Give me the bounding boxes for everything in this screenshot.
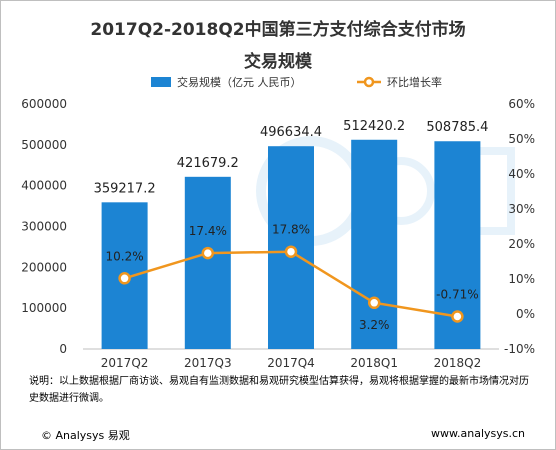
y-left-tick-label: 400000 <box>21 179 67 193</box>
x-tick-label: 2018Q2 <box>434 356 482 370</box>
x-tick-label: 2018Q1 <box>350 356 398 370</box>
y-right-tick-label: 30% <box>508 202 535 216</box>
chart-title: 2017Q2-2018Q2中国第三方支付综合支付市场 <box>90 20 466 40</box>
y-left-tick-label: 500000 <box>21 138 67 152</box>
growth-point <box>118 272 131 285</box>
bar <box>351 139 398 349</box>
y-right-tick-label: -10% <box>504 342 535 356</box>
y-right-tick-label: 0% <box>516 307 535 321</box>
x-tick-label: 2017Q3 <box>184 356 232 370</box>
footer-site: www.analysys.cn <box>431 427 525 440</box>
bar-value-label: 508785.4 <box>426 120 488 135</box>
growth-point <box>451 310 464 323</box>
legend-line-marker <box>363 76 375 88</box>
bar-value-label: 512420.2 <box>343 119 405 134</box>
chart-note: 说明：以上数据根据厂商访谈、易观自有监测数据和易观研究模型估算获得，易观将根据掌… <box>29 376 529 404</box>
bar <box>184 176 231 349</box>
y-right-tick-label: 60% <box>508 97 535 111</box>
growth-value-label: -0.71% <box>436 287 478 301</box>
y-right-tick-label: 50% <box>508 132 535 146</box>
bar-value-label: 421679.2 <box>177 156 239 171</box>
legend-line-label: 环比增长率 <box>387 75 442 89</box>
y-right-tick-label: 20% <box>508 237 535 251</box>
legend: 交易规模（亿元 人民币） 环比增长率 <box>151 75 442 89</box>
legend-bar-label: 交易规模（亿元 人民币） <box>177 75 302 89</box>
combo-chart: 交易规模（亿元 人民币） 环比增长率 0 100000 200000 300000 40… <box>21 75 535 370</box>
legend-bar-swatch <box>151 77 171 87</box>
y-right-tick-label: 10% <box>508 272 535 286</box>
x-tick-label: 2017Q4 <box>267 356 315 370</box>
growth-value-label: 3.2% <box>359 318 390 332</box>
footer: © Analysys 易观 www.analysys.cn <box>1 419 555 449</box>
bar-value-label: 496634.4 <box>260 125 322 140</box>
growth-point <box>201 246 215 260</box>
growth-value-label: 17.8% <box>272 223 310 237</box>
y-left-tick-label: 200000 <box>21 260 67 274</box>
footer-brand: © Analysys 易观 <box>41 429 130 442</box>
growth-point <box>367 296 381 310</box>
chart-title-line2: 交易规模 <box>244 52 312 72</box>
growth-value-label: 17.4% <box>189 224 227 238</box>
y-left-tick-label: 300000 <box>21 220 67 234</box>
y-left-tick-label: 100000 <box>21 301 67 315</box>
growth-point <box>284 245 298 258</box>
y-left-tick-label: 0 <box>59 342 67 356</box>
x-tick-label: 2017Q2 <box>101 356 149 370</box>
growth-value-label: 10.2% <box>106 249 144 263</box>
bar-value-label: 359217.2 <box>94 181 156 196</box>
y-right-tick-label: 40% <box>508 167 535 181</box>
y-left-tick-label: 600000 <box>21 97 67 111</box>
